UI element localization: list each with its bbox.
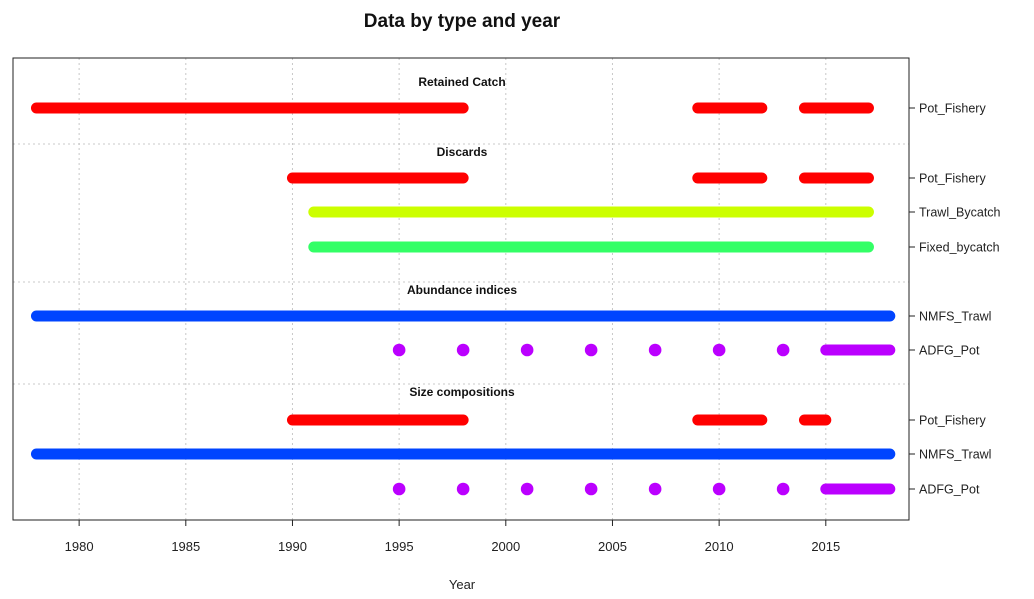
- x-tick-label: 1990: [278, 539, 307, 554]
- x-tick-label: 2015: [811, 539, 840, 554]
- row-label: Pot_Fishery: [919, 414, 986, 428]
- data-point: [456, 343, 470, 357]
- group-title: Discards: [437, 145, 488, 159]
- group-title: Abundance indices: [407, 283, 517, 297]
- x-axis-label: Year: [449, 577, 476, 592]
- data-point: [392, 343, 406, 357]
- chart-title: Data by type and year: [364, 11, 561, 32]
- row-label: Pot_Fishery: [919, 102, 986, 116]
- data-point: [520, 343, 534, 357]
- data-point: [520, 482, 534, 496]
- group-separators: [13, 143, 909, 385]
- data-point: [776, 343, 790, 357]
- group-title: Retained Catch: [418, 75, 505, 89]
- grid-lines: [78, 58, 827, 520]
- plot-frame: [12, 57, 910, 521]
- data-point: [712, 343, 726, 357]
- x-tick-label: 2005: [598, 539, 627, 554]
- data-point: [648, 343, 662, 357]
- x-tick-label: 1980: [65, 539, 94, 554]
- data-point: [456, 482, 470, 496]
- data-point: [584, 343, 598, 357]
- data-point: [648, 482, 662, 496]
- x-tick-label: 2010: [705, 539, 734, 554]
- row-label: ADFG_Pot: [919, 483, 980, 497]
- group-title: Size compositions: [409, 385, 515, 399]
- row-label: ADFG_Pot: [919, 344, 980, 358]
- data-point: [776, 482, 790, 496]
- x-tick-label: 1985: [171, 539, 200, 554]
- x-axis: 1980 1985 1990 1995 2000 2005 2010 2015: [65, 107, 915, 554]
- x-tick-label: 2000: [491, 539, 520, 554]
- data-point: [392, 482, 406, 496]
- data-point: [584, 482, 598, 496]
- data-point: [712, 482, 726, 496]
- x-tick-label: 1995: [385, 539, 414, 554]
- row-label: NMFS_Trawl: [919, 448, 991, 462]
- row-label: Pot_Fishery: [919, 172, 986, 186]
- data-marks: [30, 102, 896, 496]
- row-label: Trawl_Bycatch: [919, 206, 1001, 220]
- row-label: NMFS_Trawl: [919, 310, 991, 324]
- chart-text: Retained Catch Pot_Fishery Discards Pot_Fis…: [407, 75, 1001, 497]
- row-label: Fixed_bycatch: [919, 241, 1000, 255]
